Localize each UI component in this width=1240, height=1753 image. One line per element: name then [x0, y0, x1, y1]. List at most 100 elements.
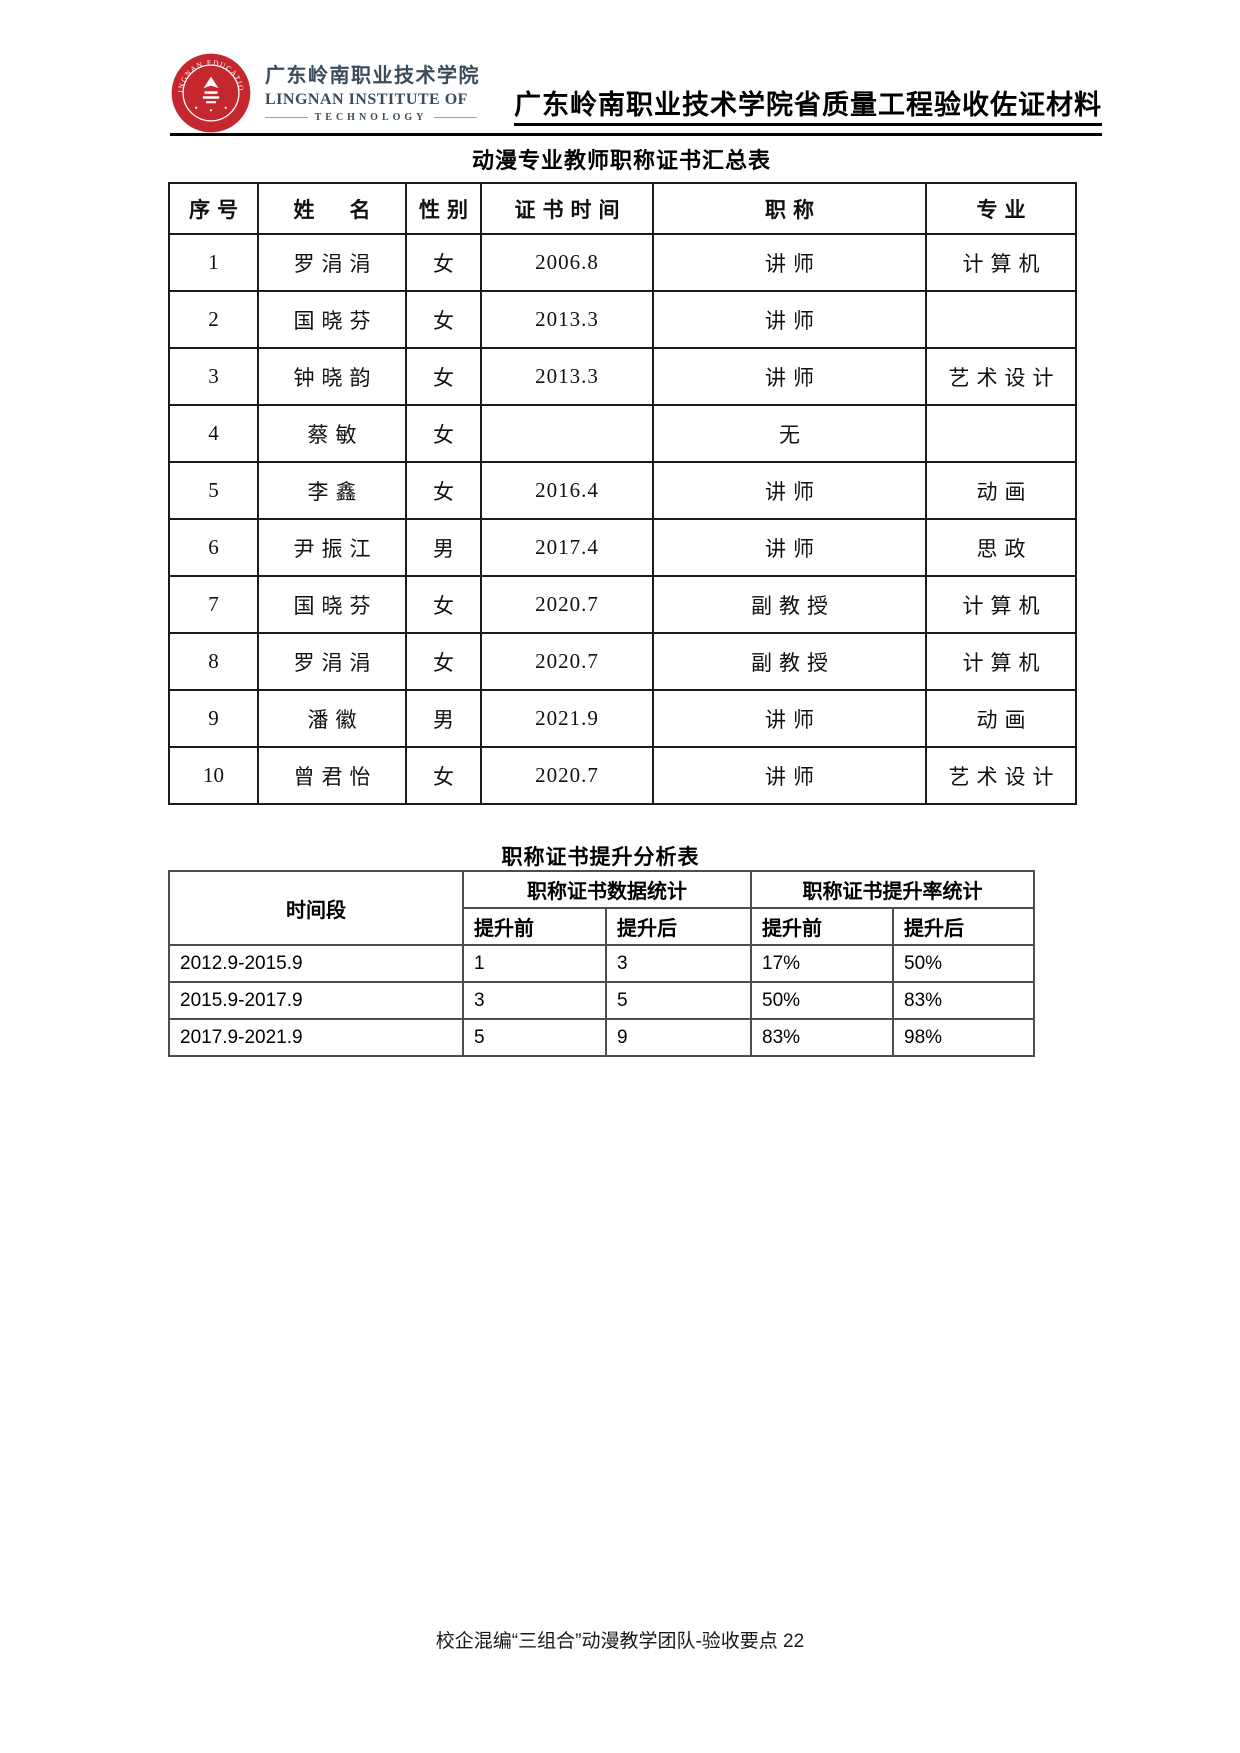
- table-cell: [925, 404, 1077, 463]
- table-cell: 83%: [750, 1018, 894, 1057]
- table-cell: [925, 290, 1077, 349]
- table-cell: 2020.7: [480, 575, 654, 634]
- table-cell: 5: [168, 461, 259, 520]
- table-cell: 讲师: [652, 518, 927, 577]
- table-row: 7 国晓芬女 2020.7 副教授 计算机: [168, 575, 1077, 634]
- table-cell: 女: [405, 632, 482, 691]
- table-row: 4 蔡敏女 无: [168, 404, 1077, 463]
- decorative-line-left: [265, 117, 308, 118]
- table-cell: 男: [405, 689, 482, 748]
- table-cell: 2: [168, 290, 259, 349]
- table-cell: 潘徽: [257, 689, 407, 748]
- institution-name-block: 广东岭南职业技术学院 LINGNAN INSTITUTE OF TECHNOLO…: [265, 52, 479, 123]
- table-cell: 讲师: [652, 290, 927, 349]
- table-row: 2015.9-2017.9 3 5 50% 83%: [168, 981, 1035, 1020]
- table-cell: 女: [405, 461, 482, 520]
- table-cell: [480, 404, 654, 463]
- table-row: 1 罗涓涓女 2006.8 讲师 计算机: [168, 233, 1077, 292]
- table-cell: 17%: [750, 944, 894, 983]
- institution-seal-icon: LINGNAN EDUCATION: [170, 52, 251, 133]
- col-header-time-period: 时间段: [168, 870, 464, 946]
- table-cell: 讲师: [652, 347, 927, 406]
- table-cell: 罗涓涓: [257, 233, 407, 292]
- table-cell: 副教授: [652, 575, 927, 634]
- table-cell: 罗涓涓: [257, 632, 407, 691]
- table-cell: 3: [605, 944, 752, 983]
- group-header-cert-rate: 职称证书提升率统计: [750, 870, 1035, 909]
- table-row: 8 罗涓涓女 2020.7 副教授 计算机: [168, 632, 1077, 691]
- table-row: 10 曾君怡女 2020.7 讲师 艺术设计: [168, 746, 1077, 805]
- institution-name-en-line2: TECHNOLOGY: [314, 112, 428, 123]
- table-cell: 1: [168, 233, 259, 292]
- col-header-name: 姓 名: [257, 182, 407, 235]
- header-rule: [170, 133, 1102, 136]
- table-cell: 思政: [925, 518, 1077, 577]
- table-cell: 钟晓韵: [257, 347, 407, 406]
- table2-title: 职称证书提升分析表: [501, 846, 700, 869]
- table-cell: 讲师: [652, 689, 927, 748]
- table-cell: 2021.9: [480, 689, 654, 748]
- document-header-title: 广东岭南职业技术学院省质量工程验收佐证材料: [514, 89, 1102, 126]
- sub-header-rate-after: 提升后: [892, 907, 1035, 946]
- promotion-group-header-row: 时间段 职称证书数据统计 职称证书提升率统计: [168, 870, 1035, 946]
- table-cell: 女: [405, 575, 482, 634]
- table-cell: 男: [405, 518, 482, 577]
- promotion-table-body: 2012.9-2015.9 1 3 17% 50% 2015.9-2017.9 3 5 50% 8…: [168, 944, 1035, 1057]
- table-row: 5 李鑫女 2016.4 讲师 动画: [168, 461, 1077, 520]
- table-cell: 2006.8: [480, 233, 654, 292]
- table-row: 2012.9-2015.9 1 3 17% 50%: [168, 944, 1035, 983]
- table-cell: 讲师: [652, 461, 927, 520]
- table-cell: 83%: [892, 981, 1035, 1020]
- sub-header-count-before: 提升前: [462, 907, 607, 946]
- sub-header-count-after: 提升后: [605, 907, 752, 946]
- table-cell: 2013.3: [480, 347, 654, 406]
- table-cell: 计算机: [925, 233, 1077, 292]
- table-row: 2 国晓芬女 2013.3 讲师: [168, 290, 1077, 349]
- table-cell: 女: [405, 404, 482, 463]
- table-cell: 2016.4: [480, 461, 654, 520]
- institution-logo: LINGNAN EDUCATION 广东岭南职业技术学院 LINGNAN INS…: [170, 52, 479, 134]
- table-cell: 艺术设计: [925, 746, 1077, 805]
- table-cell: 2017.9-2021.9: [168, 1018, 464, 1057]
- table-cell: 6: [168, 518, 259, 577]
- table-cell: 女: [405, 746, 482, 805]
- teacher-cert-table: 序号 姓 名 性别 证书时间 职称 专业 1 罗涓涓女 2006.8 讲师 计算机 2 国晓…: [168, 182, 1077, 805]
- table-cell: 4: [168, 404, 259, 463]
- table-cell: 7: [168, 575, 259, 634]
- table-cell: 计算机: [925, 632, 1077, 691]
- table-cell: 2013.3: [480, 290, 654, 349]
- page-footer-text: 校企混编“三组合”动漫教学团队-验收要点 22: [435, 1631, 805, 1652]
- table-cell: 8: [168, 632, 259, 691]
- decorative-line-right: [434, 117, 478, 118]
- table-row: 2017.9-2021.9 5 9 83% 98%: [168, 1018, 1035, 1057]
- table-cell: 10: [168, 746, 259, 805]
- table-cell: 艺术设计: [925, 347, 1077, 406]
- table-cell: 5: [462, 1018, 607, 1057]
- table-cell: 女: [405, 233, 482, 292]
- table-cell: 国晓芬: [257, 290, 407, 349]
- table-cell: 3: [168, 347, 259, 406]
- table-row: 6 尹振江男 2017.4 讲师 思政: [168, 518, 1077, 577]
- table-cell: 蔡敏: [257, 404, 407, 463]
- table-row: 9 潘徽男 2021.9 讲师 动画: [168, 689, 1077, 748]
- table-cell: 无: [652, 404, 927, 463]
- group-header-cert-count: 职称证书数据统计: [462, 870, 752, 909]
- table-cell: 9: [605, 1018, 752, 1057]
- table-cell: 李鑫: [257, 461, 407, 520]
- teacher-cert-header-row: 序号 姓 名 性别 证书时间 职称 专业: [168, 182, 1077, 235]
- table-cell: 计算机: [925, 575, 1077, 634]
- table-cell: 50%: [892, 944, 1035, 983]
- table-cell: 女: [405, 290, 482, 349]
- table1-title: 动漫专业教师职称证书汇总表: [471, 148, 771, 173]
- col-header-index: 序号: [168, 182, 259, 235]
- table-cell: 50%: [750, 981, 894, 1020]
- institution-name-en-line2-row: TECHNOLOGY: [265, 112, 478, 123]
- table-cell: 2020.7: [480, 746, 654, 805]
- col-header-cert-date: 证书时间: [480, 182, 654, 235]
- col-header-gender: 性别: [405, 182, 482, 235]
- table-cell: 动画: [925, 689, 1077, 748]
- institution-name-en-line1: LINGNAN INSTITUTE OF: [265, 91, 468, 108]
- col-header-major: 专业: [925, 182, 1077, 235]
- table-cell: 2015.9-2017.9: [168, 981, 464, 1020]
